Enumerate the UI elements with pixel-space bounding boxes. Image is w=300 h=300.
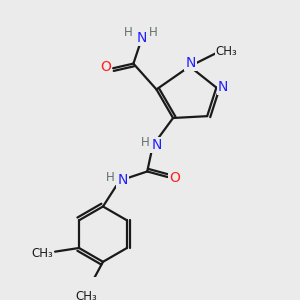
Text: O: O: [100, 60, 111, 74]
Text: CH₃: CH₃: [31, 247, 53, 260]
Text: CH₃: CH₃: [216, 45, 237, 58]
Text: H: H: [141, 136, 150, 149]
Text: CH₃: CH₃: [76, 290, 97, 300]
Text: H: H: [124, 26, 132, 39]
Text: O: O: [169, 171, 180, 185]
Text: N: N: [117, 173, 128, 187]
Text: N: N: [151, 138, 162, 152]
Text: N: N: [218, 80, 228, 94]
Text: H: H: [148, 26, 157, 39]
Text: H: H: [106, 171, 115, 184]
Text: N: N: [136, 31, 147, 45]
Text: N: N: [185, 56, 196, 70]
